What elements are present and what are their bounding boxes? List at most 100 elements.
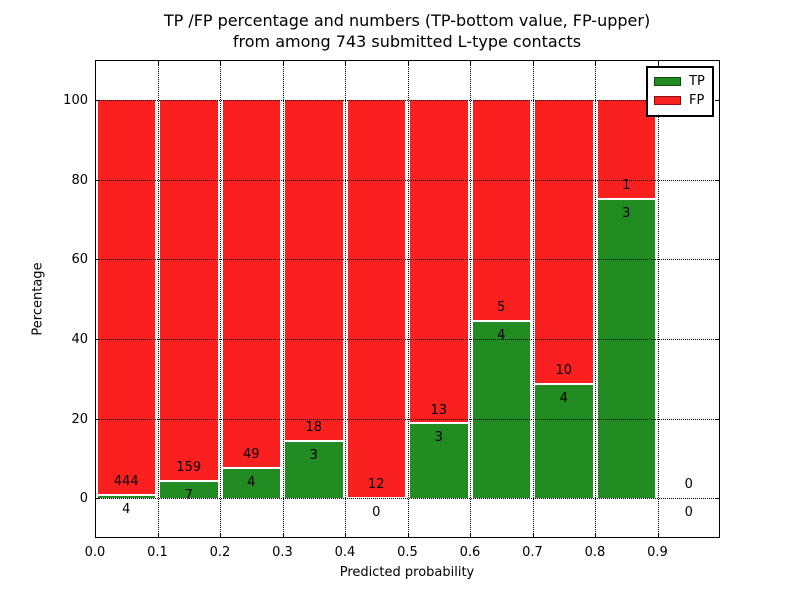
x-tick-bottom — [407, 533, 409, 538]
y-tick-left — [95, 179, 100, 181]
tp-bar-segment — [596, 199, 656, 499]
tp-count-label: 7 — [184, 488, 193, 504]
legend-label-fp: FP — [689, 92, 705, 108]
y-tick-left — [95, 498, 100, 500]
x-tick-bottom — [220, 533, 221, 538]
x-gridline — [595, 60, 596, 538]
fp-count-label: 1 — [622, 178, 631, 194]
chart-title-line2: from among 743 submitted L-type contacts — [232, 32, 582, 51]
x-gridline — [220, 60, 221, 538]
legend-label-tp: TP — [689, 73, 705, 89]
x-tick-bottom — [657, 533, 659, 538]
fp-count-label: 18 — [305, 420, 323, 436]
fp-bar-segment — [284, 99, 344, 442]
tp-bar-segment — [409, 423, 469, 499]
x-gridline — [157, 60, 159, 538]
x-axis-label: Predicted probability — [339, 565, 475, 580]
x-tick-bottom — [470, 533, 471, 538]
x-tick-top — [470, 60, 471, 65]
tp-count-label: 3 — [309, 448, 318, 464]
y-tick-left — [95, 418, 100, 420]
x-tick-bottom — [532, 533, 534, 538]
y-tick-label: 60 — [71, 252, 88, 268]
fp-bar-segment — [96, 99, 156, 495]
tp-bar-segment — [96, 494, 156, 499]
y-tick-label: 20 — [71, 411, 88, 427]
x-tick-top — [282, 60, 284, 65]
fp-count-label: 10 — [555, 363, 573, 379]
fp-count-label: 444 — [113, 473, 139, 489]
fp-bar-segment — [221, 99, 281, 469]
x-gridline — [470, 60, 471, 538]
tp-count-label: 4 — [497, 328, 506, 344]
y-tick-label: 40 — [71, 331, 88, 347]
fp-bar-segment — [534, 99, 594, 385]
y-tick-left — [95, 338, 100, 340]
x-gridline — [532, 60, 534, 538]
x-tick-bottom — [282, 533, 284, 538]
tp-bar-segment — [284, 441, 344, 499]
x-tick-top — [220, 60, 221, 65]
y-tick-right — [715, 179, 720, 181]
legend-entry-fp: FP — [654, 91, 706, 110]
x-tick-label: 0.8 — [584, 545, 606, 560]
y-tick-label: 100 — [63, 92, 88, 108]
x-gridline — [282, 60, 284, 538]
tp-count-label: 0 — [372, 505, 381, 521]
tp-count-label: 3 — [622, 206, 631, 222]
fp-count-label: 12 — [367, 477, 385, 493]
fp-count-label: 13 — [430, 402, 448, 418]
x-tick-label: 0.0 — [84, 545, 106, 560]
tp-bar-segment — [159, 481, 219, 499]
tp-count-label: 4 — [122, 501, 131, 517]
x-tick-label: 0.4 — [334, 545, 356, 560]
chart-title: TP /FP percentage and numbers (TP-bottom… — [164, 10, 650, 52]
x-tick-label: 0.5 — [397, 545, 418, 560]
x-tick-label: 0.7 — [522, 545, 543, 560]
x-tick-top — [657, 60, 659, 65]
tp-count-label: 4 — [559, 391, 568, 407]
tp-bar-segment — [221, 468, 281, 499]
fp-bar-segment — [346, 99, 406, 499]
y-tick-right — [715, 418, 720, 420]
fp-color-swatch — [654, 96, 681, 105]
legend: TP FP — [646, 66, 714, 117]
legend-entry-tp: TP — [654, 72, 706, 91]
fp-count-label: 49 — [242, 447, 260, 463]
x-tick-label: 0.9 — [647, 545, 668, 560]
y-tick-right — [715, 498, 720, 500]
fp-bar-segment — [409, 99, 469, 424]
y-tick-right — [715, 99, 720, 101]
fp-bar-segment — [471, 99, 531, 322]
tp-count-label: 0 — [684, 505, 693, 521]
x-gridline — [345, 60, 346, 538]
y-tick-label: 0 — [79, 491, 88, 507]
tp-count-label: 3 — [434, 430, 443, 446]
tp-color-swatch — [654, 77, 681, 86]
x-tick-label: 0.6 — [459, 545, 481, 560]
x-gridline — [657, 60, 659, 538]
y-tick-right — [715, 338, 720, 340]
fp-count-label: 159 — [176, 460, 202, 476]
tp-bar-segment — [534, 384, 594, 499]
x-tick-top — [157, 60, 159, 65]
x-tick-bottom — [345, 533, 346, 538]
fp-bar-segment — [159, 99, 219, 482]
x-tick-top — [407, 60, 409, 65]
fp-count-label: 0 — [684, 477, 693, 493]
x-gridline — [407, 60, 409, 538]
tp-bar-segment — [471, 321, 531, 499]
x-tick-top — [345, 60, 346, 65]
y-tick-label: 80 — [71, 172, 88, 188]
x-tick-label: 0.1 — [147, 545, 168, 560]
fp-count-label: 5 — [497, 300, 506, 316]
chart-title-line1: TP /FP percentage and numbers (TP-bottom… — [163, 11, 651, 30]
x-tick-top — [595, 60, 596, 65]
x-tick-bottom — [157, 533, 159, 538]
x-tick-bottom — [595, 533, 596, 538]
y-tick-right — [715, 259, 720, 261]
x-tick-bottom — [95, 533, 96, 538]
x-tick-label: 0.2 — [209, 545, 231, 560]
